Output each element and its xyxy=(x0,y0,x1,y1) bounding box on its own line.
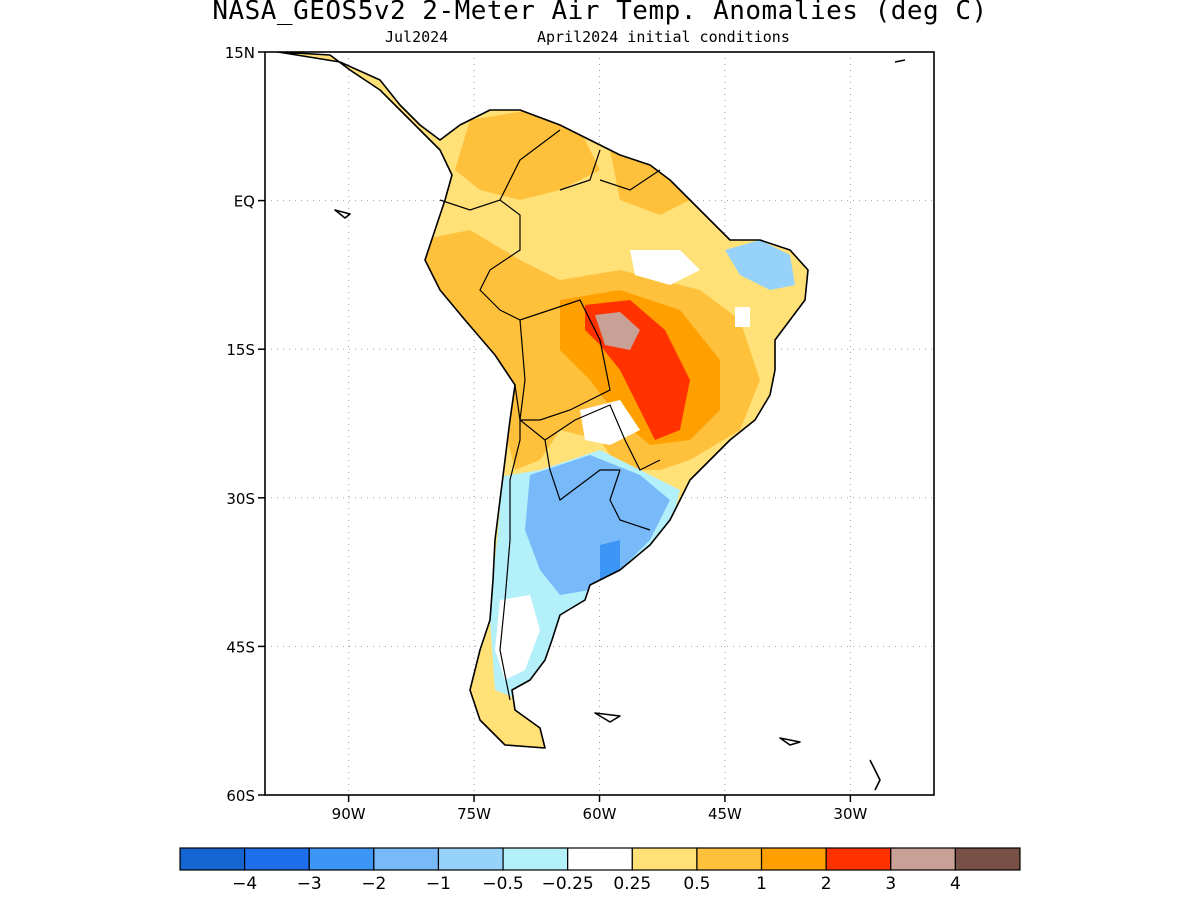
colorbar-label: −4 xyxy=(232,874,257,894)
colorbar-swatch xyxy=(760,847,827,871)
argentina-cold-region xyxy=(600,540,620,582)
lat-tick-label: 45S xyxy=(226,638,255,656)
lat-tick-label: 15N xyxy=(225,44,255,62)
colorbar-label: 4 xyxy=(950,874,961,894)
country-borders xyxy=(439,129,661,701)
lon-tick-label: 75W xyxy=(457,805,491,823)
map-title: NASA_GEOS5v2 2-Meter Air Temp. Anomalies… xyxy=(212,0,988,26)
colorbar-label: −3 xyxy=(297,874,322,894)
lat-tick-label: EQ xyxy=(234,193,255,211)
coastlines xyxy=(277,52,906,791)
colorbar-swatch xyxy=(373,847,440,871)
colorbar-label: 0.25 xyxy=(613,874,651,894)
colorbar-swatch xyxy=(502,847,569,871)
patagonia-white-patch xyxy=(495,595,540,680)
colorbar-swatch xyxy=(179,847,246,871)
colorbar-swatch xyxy=(696,847,763,871)
colorbar xyxy=(179,847,1021,871)
mato-grosso-core-region xyxy=(595,312,640,350)
lon-tick-label: 60W xyxy=(583,805,617,823)
colorbar-label: 0.5 xyxy=(683,874,710,894)
colorbar-labels: −4 −3 −2 −1 −0.5 −0.25 0.25 0.5 1 2 3 4 xyxy=(232,874,961,894)
colorbar-label: 3 xyxy=(885,874,896,894)
lat-tick-label: 30S xyxy=(226,490,255,508)
lon-tick-label: 30W xyxy=(833,805,867,823)
colorbar-swatch xyxy=(825,847,892,871)
argentina-cool-region xyxy=(525,455,670,595)
lon-tick-label: 90W xyxy=(332,805,366,823)
northeast-white-patch xyxy=(630,250,750,327)
lat-tick-label: 60S xyxy=(226,787,255,805)
colorbar-label: 1 xyxy=(756,874,767,894)
forecast-month: Jul2024 xyxy=(385,28,449,46)
lat-tick-label: 15S xyxy=(226,341,255,359)
colorbar-label: −1 xyxy=(426,874,451,894)
colorbar-swatch xyxy=(244,847,310,871)
northeast-brazil-cool-region xyxy=(725,240,795,290)
anomaly-field xyxy=(278,52,808,748)
colorbar-swatch xyxy=(308,847,375,871)
lon-tick-label: 45W xyxy=(708,805,742,823)
colorbar-swatch xyxy=(567,847,633,871)
colorbar-label: −0.25 xyxy=(542,874,594,894)
colorbar-swatch xyxy=(437,847,504,871)
latitude-labels: 15N EQ 15S 30S 45S 60S xyxy=(225,44,265,805)
colorbar-label: −2 xyxy=(361,874,386,894)
colorbar-swatch xyxy=(890,847,956,871)
longitude-labels: 90W 75W 60W 45W 30W xyxy=(332,795,868,823)
colorbar-swatch xyxy=(954,847,1021,871)
initial-conditions: April2024 initial conditions xyxy=(537,28,790,46)
colorbar-label: −0.5 xyxy=(482,874,523,894)
colorbar-swatch xyxy=(631,847,698,871)
colorbar-label: 2 xyxy=(821,874,832,894)
